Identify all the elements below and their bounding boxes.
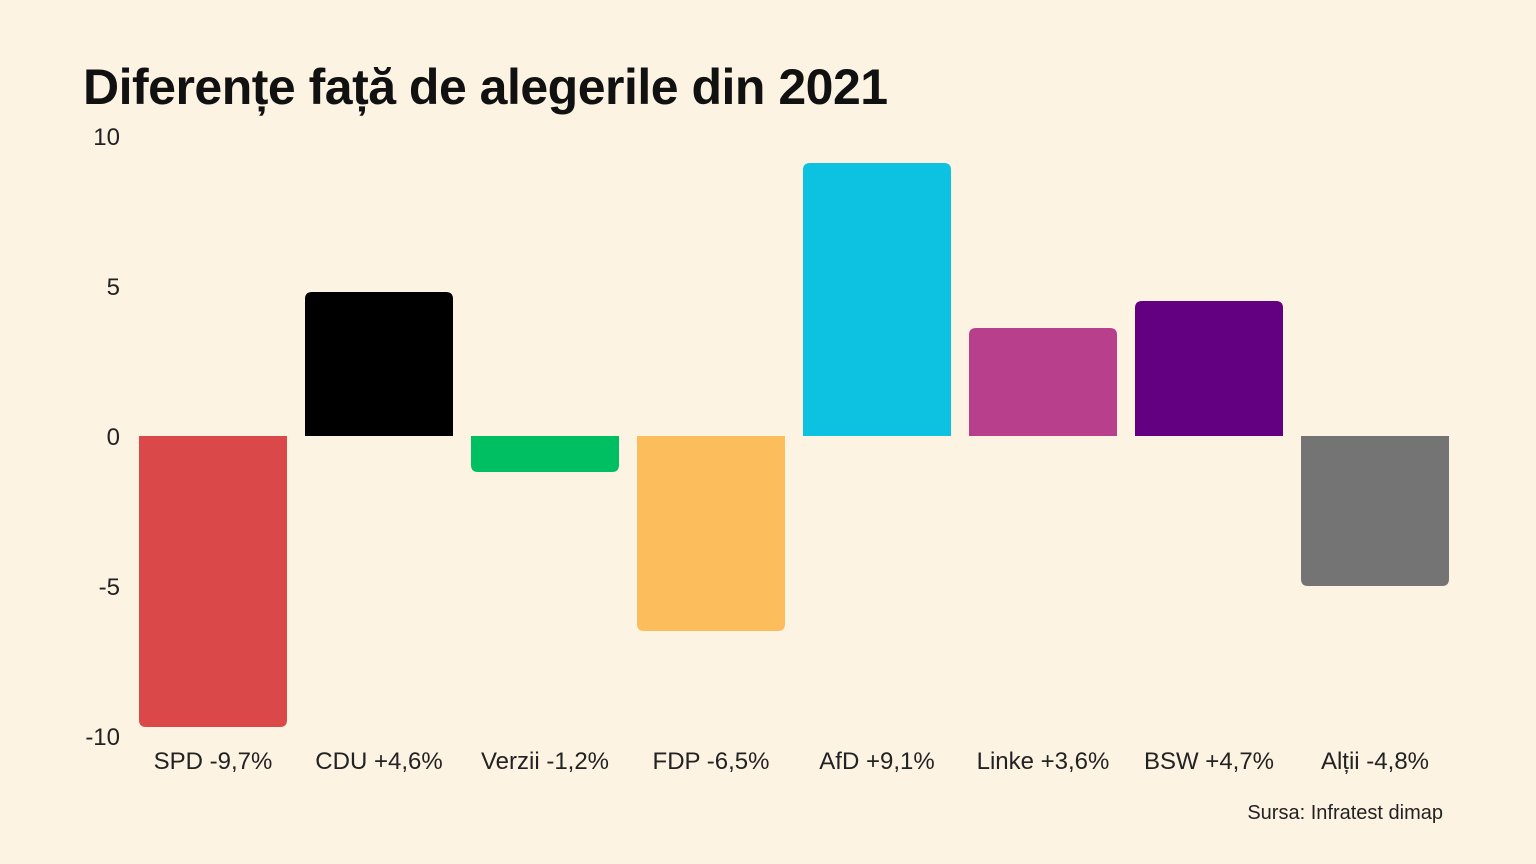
- bar: [969, 328, 1117, 436]
- x-category-label: AfD +9,1%: [819, 748, 934, 775]
- y-tick-label: 5: [107, 274, 120, 301]
- x-category-label: SPD -9,7%: [154, 748, 273, 775]
- source-note: Sursa: Infratest dimap: [1247, 802, 1443, 824]
- bar: [637, 436, 785, 631]
- chart-title: Diferențe față de alegerile din 2021: [83, 59, 888, 115]
- x-category-label: Linke +3,6%: [977, 748, 1110, 775]
- bar: [803, 163, 951, 436]
- bar: [1135, 301, 1283, 436]
- bar: [471, 436, 619, 472]
- y-tick-label: 0: [107, 424, 120, 451]
- x-category-label: Alții -4,8%: [1321, 748, 1429, 775]
- bar: [305, 292, 453, 436]
- x-category-label: FDP -6,5%: [653, 748, 770, 775]
- y-tick-label: 10: [93, 124, 120, 151]
- x-category-label: BSW +4,7%: [1144, 748, 1274, 775]
- bar: [139, 436, 287, 727]
- y-tick-label: -5: [99, 574, 120, 601]
- y-tick-label: -10: [85, 724, 120, 751]
- x-category-label: CDU +4,6%: [315, 748, 442, 775]
- bar: [1301, 436, 1449, 586]
- x-category-label: Verzii -1,2%: [481, 748, 609, 775]
